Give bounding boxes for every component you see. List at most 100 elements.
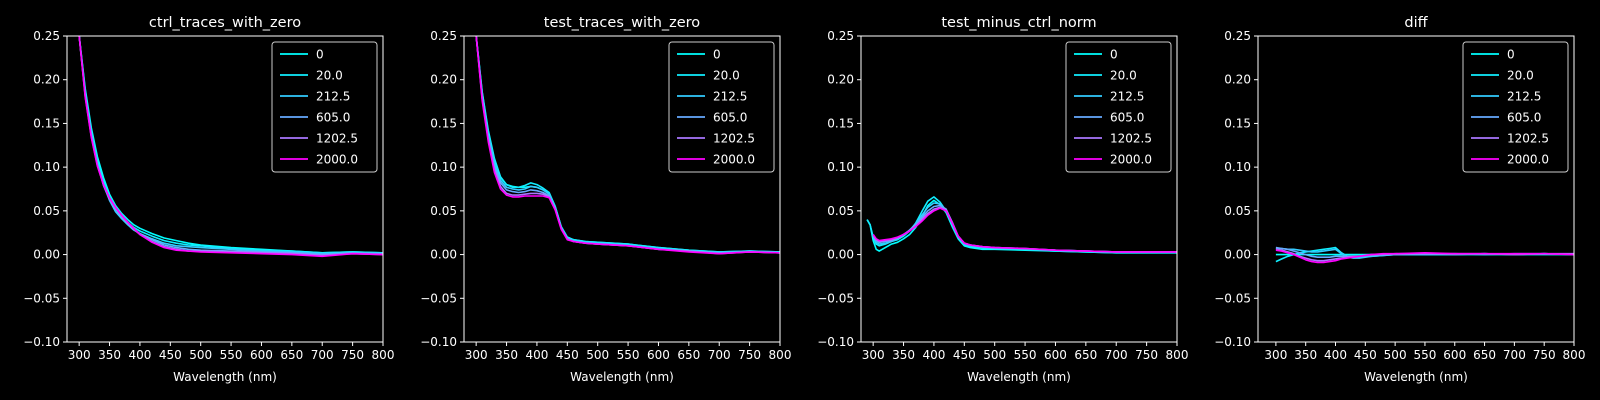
series-group [475,36,780,255]
legend: 0 20.0 212.5 605.0 1202.5 2000.0 [668,41,775,173]
x-tick-label: 550 [1014,348,1037,362]
legend-label: 0 [713,48,721,62]
series-line-20.0 [866,196,1177,254]
y-tick-label: 0.05 [1224,204,1251,218]
legend-label: 212.5 [713,90,747,104]
x-tick-label: 350 [892,348,915,362]
y-tick-label: 0.10 [1224,160,1251,174]
x-tick-label: 600 [250,348,273,362]
x-tick-label: 800 [372,348,395,362]
legend-label: 20.0 [1110,69,1137,83]
y-tick-label: −0.10 [817,335,854,349]
x-tick-label: 600 [647,348,670,362]
legend-label: 212.5 [316,90,350,104]
legend: 0 20.0 212.5 605.0 1202.5 2000.0 [1065,41,1172,173]
series-group [1275,246,1574,264]
legend-label: 605.0 [1110,111,1144,125]
legend-label: 605.0 [1507,111,1541,125]
x-tick-label: 550 [617,348,640,362]
chart-title: ctrl_traces_with_zero [149,15,301,31]
x-axis-label: Wavelength (nm) [967,370,1071,384]
legend: 0 20.0 212.5 605.0 1202.5 2000.0 [1462,41,1569,173]
x-tick-label: 750 [738,348,761,362]
y-tick-label: 0.00 [430,248,457,262]
y-tick-label: 0.25 [827,29,854,43]
y-tick-label: −0.05 [420,291,457,305]
chart-title: test_minus_ctrl_norm [941,15,1096,31]
y-tick-label: 0.25 [430,29,457,43]
x-tick-label: 400 [1324,348,1347,362]
legend-label: 1202.5 [713,132,755,146]
series-line-605.0 [1275,246,1574,259]
x-tick-label: 700 [1503,348,1526,362]
legend-label: 20.0 [1507,69,1534,83]
y-tick-label: 0.00 [827,248,854,262]
y-tick-label: 0.10 [33,160,60,174]
x-tick-label: 800 [769,348,792,362]
x-tick-label: 450 [953,348,976,362]
y-tick-label: 0.20 [1224,73,1251,87]
x-tick-label: 500 [1384,348,1407,362]
x-tick-label: 800 [1166,348,1189,362]
series-line-1202.5 [872,206,1177,253]
x-tick-label: 600 [1044,348,1067,362]
x-tick-label: 300 [1264,348,1287,362]
y-tick-label: 0.15 [33,116,60,130]
x-tick-label: 650 [1473,348,1496,362]
series-group [866,196,1177,254]
chart-panel-1: 300 350 400 450 500 550 600 650 700 750 800 −0.10 −0… [23,15,394,384]
y-tick-label: −0.05 [1214,291,1251,305]
y-tick-label: 0.10 [430,160,457,174]
y-tick-label: 0.25 [1224,29,1251,43]
y-tick-label: −0.05 [23,291,60,305]
x-tick-label: 650 [280,348,303,362]
x-tick-label: 550 [220,348,243,362]
legend-label: 2000.0 [1507,153,1549,167]
x-tick-label: 400 [128,348,151,362]
legend-label: 20.0 [316,69,343,83]
x-tick-label: 650 [677,348,700,362]
x-tick-label: 350 [98,348,121,362]
legend-label: 0 [1110,48,1118,62]
legend-label: 212.5 [1507,90,1541,104]
y-tick-label: 0.10 [827,160,854,174]
series-group [78,36,383,258]
legend-label: 20.0 [713,69,740,83]
series-line-212.5 [872,202,1177,253]
legend-label: 2000.0 [713,153,755,167]
y-tick-label: −0.10 [420,335,457,349]
x-axis-label: Wavelength (nm) [570,370,674,384]
chart-title: diff [1404,15,1428,31]
chart-panel-3: 300 350 400 450 500 550 600 650 700 750 800 −0.10 −0… [817,15,1188,384]
series-line-605.0 [872,204,1177,253]
x-tick-label: 750 [341,348,364,362]
y-tick-label: −0.10 [23,335,60,349]
x-tick-label: 600 [1443,348,1466,362]
x-tick-label: 450 [556,348,579,362]
series-line-2000.0 [872,207,1177,253]
x-tick-label: 750 [1533,348,1556,362]
x-tick-label: 500 [586,348,609,362]
y-tick-label: 0.15 [430,116,457,130]
axes-frame [860,35,1178,343]
series-line-20.0 [78,36,383,254]
axes-frame [1257,35,1575,343]
x-axis-label: Wavelength (nm) [1364,370,1468,384]
y-tick-label: 0.25 [33,29,60,43]
x-tick-label: 500 [189,348,212,362]
x-tick-label: 500 [983,348,1006,362]
y-tick-label: 0.15 [827,116,854,130]
chart-panel-2: 300 350 400 450 500 550 600 650 700 750 800 −0.10 −0… [420,15,791,384]
series-line-2000.0 [1275,249,1574,264]
y-tick-label: 0.15 [1224,116,1251,130]
legend-label: 0 [1507,48,1515,62]
legend-label: 1202.5 [1507,132,1549,146]
y-tick-label: −0.05 [817,291,854,305]
x-tick-label: 350 [1294,348,1317,362]
y-tick-label: 0.20 [827,73,854,87]
y-tick-label: −0.10 [1214,335,1251,349]
legend-label: 1202.5 [316,132,358,146]
legend-label: 212.5 [1110,90,1144,104]
x-tick-label: 400 [922,348,945,362]
